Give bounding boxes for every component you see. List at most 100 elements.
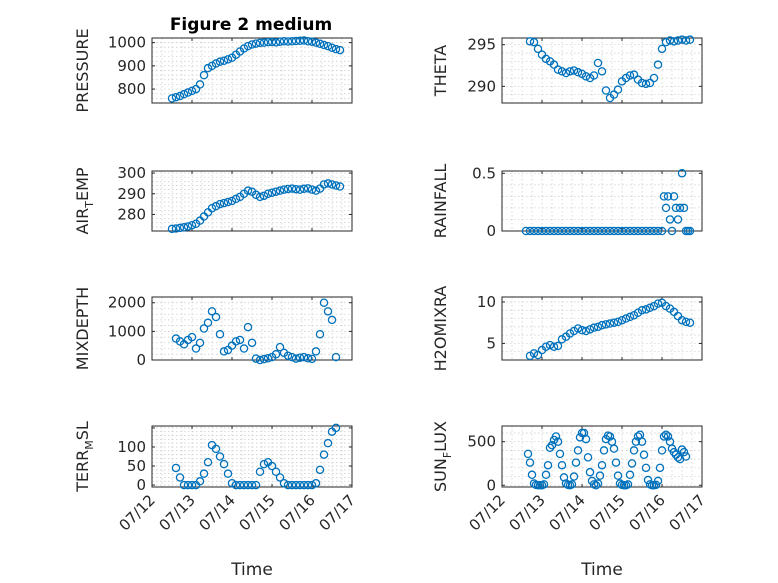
y-tick-label: 900 — [117, 57, 146, 75]
data-point — [195, 477, 205, 486]
data-point — [187, 332, 197, 342]
y-axis-label-main: PRESSURE — [73, 28, 92, 112]
data-point — [585, 226, 595, 236]
data-point — [203, 318, 213, 328]
data-point — [639, 450, 649, 460]
data-point — [279, 37, 289, 46]
data-point — [649, 226, 659, 236]
data-point — [323, 41, 333, 51]
data-point — [605, 226, 615, 236]
data-point — [671, 203, 681, 213]
data-point — [591, 481, 601, 490]
data-point — [593, 322, 603, 332]
y-axis-label-subscript: F — [441, 452, 454, 458]
data-point — [303, 184, 313, 193]
data-point — [179, 480, 189, 490]
data-point — [581, 72, 591, 81]
data-point — [251, 480, 261, 490]
data-point — [187, 86, 197, 96]
data-point — [199, 469, 209, 478]
data-point — [311, 38, 321, 47]
data-point — [211, 201, 221, 211]
data-point — [251, 354, 261, 363]
data-point — [613, 226, 623, 236]
data-point — [295, 353, 305, 362]
data-point — [327, 43, 337, 53]
data-point — [259, 191, 269, 201]
data-point — [291, 184, 301, 194]
data-point — [529, 37, 539, 47]
data-point — [633, 226, 643, 236]
data-point — [263, 354, 273, 363]
data-point — [167, 224, 177, 234]
data-point — [541, 342, 551, 351]
figure-title: Figure 2 medium — [170, 15, 332, 35]
data-point — [625, 226, 635, 236]
data-point — [597, 67, 607, 76]
plot-area — [152, 426, 352, 487]
data-point — [295, 185, 305, 194]
data-point — [577, 325, 587, 335]
y-axis-label: AIRTEMP — [73, 167, 96, 234]
data-point — [681, 36, 691, 45]
y-tick-label: 0 — [136, 351, 146, 369]
data-point — [283, 37, 293, 46]
data-point — [555, 449, 565, 459]
data-point — [669, 447, 679, 457]
data-point — [267, 37, 277, 47]
data-point — [605, 432, 615, 441]
y-tick-label: 50 — [127, 457, 146, 475]
data-point — [275, 342, 285, 352]
data-point — [613, 317, 623, 327]
y-tick-label: 280 — [117, 205, 146, 223]
data-point — [655, 463, 665, 473]
y-axis-label-main: AIR — [73, 208, 92, 235]
y-axis-label: THETA — [431, 45, 450, 97]
data-point — [283, 351, 293, 360]
axes-frame — [151, 425, 353, 488]
data-point — [675, 203, 685, 213]
data-point — [643, 475, 653, 485]
data-point — [207, 307, 217, 316]
data-point — [633, 432, 643, 441]
data-point — [659, 432, 669, 441]
y-tick-label: 1000 — [108, 34, 146, 52]
data-point — [271, 187, 281, 196]
data-point — [315, 465, 325, 475]
data-point — [243, 480, 253, 490]
data-point — [529, 226, 539, 236]
data-point — [323, 179, 333, 188]
data-point — [621, 314, 631, 323]
data-point — [637, 226, 647, 236]
y-axis-label-suffix: EMP — [73, 167, 92, 201]
data-point — [303, 480, 313, 490]
data-point — [641, 463, 651, 473]
data-point — [627, 459, 637, 468]
data-point — [247, 338, 257, 348]
data-point — [597, 226, 607, 236]
data-point — [215, 57, 225, 66]
y-axis-label-main: MIXDEPTH — [73, 287, 92, 370]
data-point — [653, 476, 663, 486]
data-point — [667, 226, 677, 236]
data-point — [307, 480, 317, 490]
data-point — [641, 226, 651, 236]
data-point — [585, 325, 595, 334]
data-point — [553, 226, 563, 236]
y-axis-label-main: RAINFALL — [431, 164, 450, 239]
data-point — [327, 315, 337, 325]
data-point — [231, 480, 241, 490]
data-point — [279, 478, 289, 488]
data-point — [685, 35, 695, 44]
data-point — [549, 226, 559, 236]
data-point — [649, 73, 659, 83]
y-axis-label-subscript: T — [83, 201, 96, 209]
data-point — [609, 318, 619, 327]
data-point — [585, 467, 595, 477]
data-point — [303, 354, 313, 363]
data-point — [255, 355, 265, 365]
data-point — [541, 470, 551, 480]
data-point — [611, 458, 621, 467]
axes-frame — [151, 37, 353, 104]
y-tick-label: 295 — [467, 36, 496, 54]
